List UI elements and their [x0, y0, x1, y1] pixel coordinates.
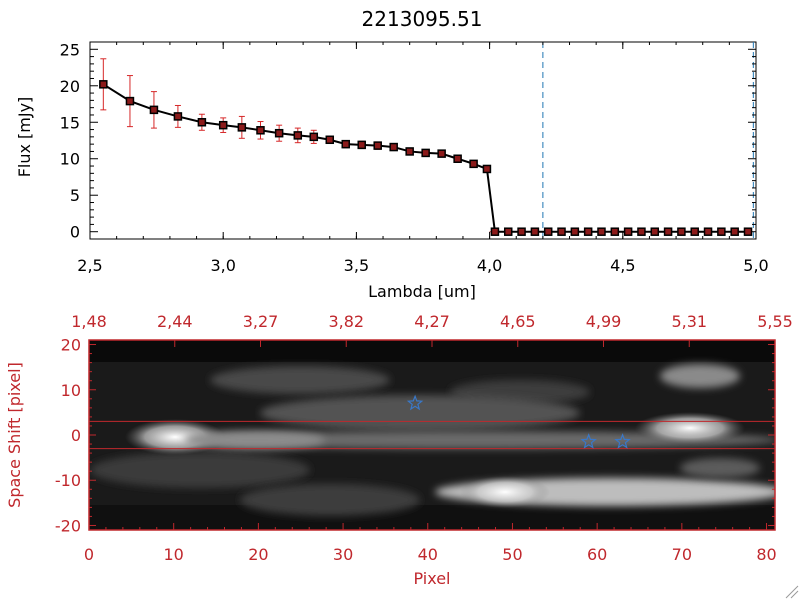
bottom-y-axis-label: Space Shift [pixel]	[5, 362, 24, 508]
shift-tick-label: -20	[55, 516, 81, 535]
data-point	[730, 227, 739, 236]
spectrum-image	[89, 340, 775, 530]
pixel-tick-label: 20	[248, 545, 268, 564]
pixel-tick-label: 60	[587, 545, 607, 564]
data-point	[293, 131, 303, 140]
pixel-tick-label: 70	[672, 545, 692, 564]
y-tick-label: 0	[70, 223, 80, 242]
data-point	[325, 135, 335, 145]
wavelength-tick-label: 4,27	[414, 312, 450, 331]
data-point	[453, 154, 462, 163]
data-point	[173, 112, 183, 121]
bottom-x-axis-label: Pixel	[413, 569, 450, 588]
y-tick-label: 20	[60, 77, 80, 96]
wavelength-tick-label: 4,99	[586, 312, 622, 331]
chart-title: 2213095.51	[362, 7, 483, 31]
data-point	[373, 141, 382, 150]
data-point	[663, 227, 673, 236]
star-marker-icon	[614, 433, 631, 449]
data-point	[482, 164, 492, 174]
star-marker-icon	[406, 394, 424, 411]
data-point	[405, 147, 414, 156]
pixel-tick-label: 50	[502, 545, 522, 564]
data-point	[237, 123, 247, 132]
resize-grip-icon[interactable]	[785, 585, 799, 599]
data-point	[125, 96, 135, 106]
top-y-axis-label: Flux [mJy]	[15, 97, 34, 178]
data-point	[530, 227, 540, 236]
wavelength-tick-label: 5,31	[671, 312, 707, 331]
top-plot-frame	[89, 41, 757, 240]
spectrum-image-plot: 0 10 20 30 40 50 60 70 80 1,48 2,44 3,27 3,82 4,27 4,6…	[55, 312, 793, 564]
pixel-tick-label: 0	[84, 545, 94, 564]
shift-tick-label: -10	[55, 471, 81, 490]
data-point	[743, 227, 753, 236]
flux-series-line	[102, 83, 749, 233]
pixel-tick-label: 10	[164, 545, 184, 564]
data-point	[99, 80, 108, 89]
data-point	[583, 227, 593, 236]
data-point	[389, 142, 398, 152]
data-point	[717, 227, 726, 236]
y-tick-label: 5	[70, 186, 80, 205]
data-point	[623, 227, 633, 236]
data-point	[256, 126, 265, 135]
wavelength-tick-label: 2,44	[157, 312, 193, 331]
wavelength-tick-label: 5,55	[757, 312, 793, 331]
data-point	[597, 227, 606, 236]
wavelength-tick-label: 3,82	[328, 312, 364, 331]
shift-tick-label: 20	[61, 336, 81, 355]
pixel-tick-label: 40	[418, 545, 438, 564]
data-point	[341, 139, 350, 149]
x-tick-label: 5,0	[743, 256, 768, 275]
data-point	[274, 128, 284, 138]
top-x-axis-label: Lambda [um]	[368, 282, 476, 301]
y-tick-label: 25	[60, 40, 80, 59]
data-point	[703, 227, 713, 236]
x-tick-label: 3,5	[344, 256, 369, 275]
x-tick-label: 2,5	[77, 256, 102, 275]
data-point	[610, 227, 620, 236]
x-tick-label: 4,5	[610, 256, 635, 275]
data-point	[309, 132, 319, 142]
shift-tick-label: 10	[61, 381, 81, 400]
data-point	[149, 105, 159, 115]
shift-tick-label: 0	[71, 426, 81, 445]
data-point	[637, 227, 646, 236]
data-point	[437, 149, 446, 158]
y-tick-label: 10	[60, 150, 80, 169]
data-point	[197, 118, 207, 127]
data-point	[690, 227, 699, 236]
data-point	[557, 227, 566, 236]
data-point	[543, 227, 553, 236]
data-point	[650, 227, 660, 236]
data-point	[357, 140, 366, 150]
x-tick-label: 3,0	[210, 256, 235, 275]
wavelength-tick-label: 4,65	[500, 312, 536, 331]
star-marker-icon	[580, 433, 597, 449]
data-point	[218, 120, 228, 130]
data-point	[469, 159, 478, 169]
wavelength-tick-label: 3,27	[243, 312, 279, 331]
data-point	[570, 227, 580, 236]
x-tick-label: 4,0	[477, 256, 502, 275]
data-point	[490, 227, 500, 236]
data-point	[421, 148, 430, 158]
pixel-tick-label: 80	[756, 545, 776, 564]
wavelength-tick-label: 1,48	[71, 312, 107, 331]
data-point	[503, 227, 513, 236]
y-tick-label: 15	[60, 113, 80, 132]
data-point	[677, 227, 686, 236]
pixel-tick-label: 30	[333, 545, 353, 564]
data-point	[517, 227, 526, 236]
flux-plot: 2,5 3,0 3,5 4,0 4,5 5,0 0 5 10 15 20 25	[60, 40, 769, 275]
